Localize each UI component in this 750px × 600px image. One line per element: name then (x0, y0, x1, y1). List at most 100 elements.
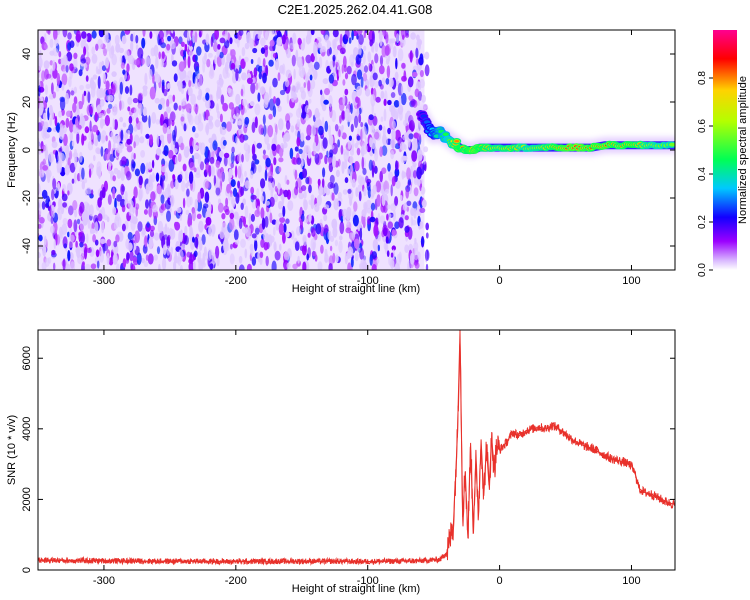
noise-speck (323, 214, 328, 222)
noise-speck (327, 230, 332, 241)
noise-speck (121, 35, 127, 45)
noise-speck (415, 47, 419, 59)
noise-speck (81, 93, 85, 106)
noise-speck (197, 191, 201, 203)
noise-speck (260, 178, 266, 189)
noise-speck (380, 90, 385, 99)
noise-speck (226, 183, 231, 194)
noise-speck (197, 154, 202, 166)
noise-speck (376, 258, 380, 264)
noise-speck (61, 73, 68, 86)
noise-speck (318, 125, 324, 136)
noise-speck (154, 232, 160, 241)
noise-speck (418, 56, 424, 66)
noise-speck (229, 217, 235, 231)
noise-speck (285, 48, 291, 59)
noise-speck (38, 217, 45, 224)
snr-y-ticks: 0 2000 4000 6000 (21, 346, 675, 573)
noise-speck (146, 221, 150, 228)
noise-speck (38, 244, 43, 250)
noise-speck (140, 162, 146, 175)
noise-speck (264, 216, 269, 228)
noise-speck (188, 171, 194, 184)
noise-speck (243, 56, 249, 63)
noise-speck (365, 88, 371, 97)
noise-speck (143, 260, 149, 267)
noise-speck (38, 223, 42, 229)
noise-speck (205, 87, 210, 94)
noise-speck (192, 261, 196, 270)
noise-speck (345, 227, 352, 234)
noise-speck (50, 109, 54, 121)
noise-speck (417, 149, 423, 162)
noise-speck (349, 164, 354, 177)
noise-speck (355, 54, 362, 65)
noise-speck (44, 235, 47, 246)
noise-speck (277, 72, 281, 82)
noise-speck (385, 78, 390, 85)
noise-speck (247, 144, 251, 154)
noise-speck (292, 32, 297, 45)
noise-speck (155, 119, 160, 125)
noise-speck (381, 193, 386, 207)
noise-speck (53, 239, 56, 250)
noise-speck (127, 106, 131, 112)
noise-speck (310, 198, 315, 210)
noise-speck (126, 145, 133, 153)
noise-speck (385, 58, 390, 65)
noise-speck (124, 49, 130, 61)
noise-speck (326, 48, 331, 57)
noise-speck (173, 73, 178, 83)
noise-speck (260, 195, 264, 202)
noise-speck (183, 146, 190, 158)
noise-speck (38, 59, 39, 64)
noise-speck (65, 117, 70, 128)
noise-speck (379, 170, 384, 183)
noise-speck (182, 97, 187, 106)
noise-speck (360, 259, 367, 266)
noise-speck (201, 234, 206, 245)
noise-speck (392, 249, 395, 260)
noise-speck (286, 262, 291, 270)
noise-speck (308, 184, 312, 194)
noise-speck (158, 263, 161, 270)
y-tick-label: -20 (21, 190, 33, 206)
noise-speck (67, 250, 71, 262)
noise-speck (165, 106, 171, 114)
noise-speck (348, 37, 352, 44)
noise-speck (307, 150, 312, 159)
signal-mark-core (454, 140, 460, 143)
noise-speck (271, 219, 277, 225)
noise-speck (57, 151, 63, 163)
noise-speck (296, 136, 301, 147)
noise-speck (420, 186, 426, 195)
noise-speck (160, 194, 165, 204)
noise-speck (289, 42, 295, 50)
noise-speck (257, 92, 261, 102)
noise-speck (359, 263, 362, 270)
noise-speck (264, 169, 268, 182)
noise-speck (408, 95, 414, 101)
noise-speck (108, 103, 113, 109)
noise-speck (145, 199, 149, 209)
noise-speck (57, 211, 62, 221)
noise-speck (155, 56, 159, 69)
noise-speck (187, 217, 193, 228)
noise-speck (152, 204, 158, 213)
noise-speck (305, 135, 311, 141)
noise-speck (310, 125, 316, 137)
noise-speck (290, 230, 295, 240)
noise-speck (140, 121, 143, 134)
noise-speck (127, 96, 133, 106)
noise-speck (416, 166, 422, 180)
noise-speck (311, 251, 317, 257)
noise-speck (216, 177, 221, 188)
noise-speck (346, 217, 350, 226)
noise-speck (229, 253, 235, 265)
noise-speck (86, 247, 92, 254)
noise-speck (279, 89, 286, 96)
noise-speck (248, 212, 252, 226)
noise-speck (198, 220, 204, 233)
noise-speck (58, 51, 62, 58)
